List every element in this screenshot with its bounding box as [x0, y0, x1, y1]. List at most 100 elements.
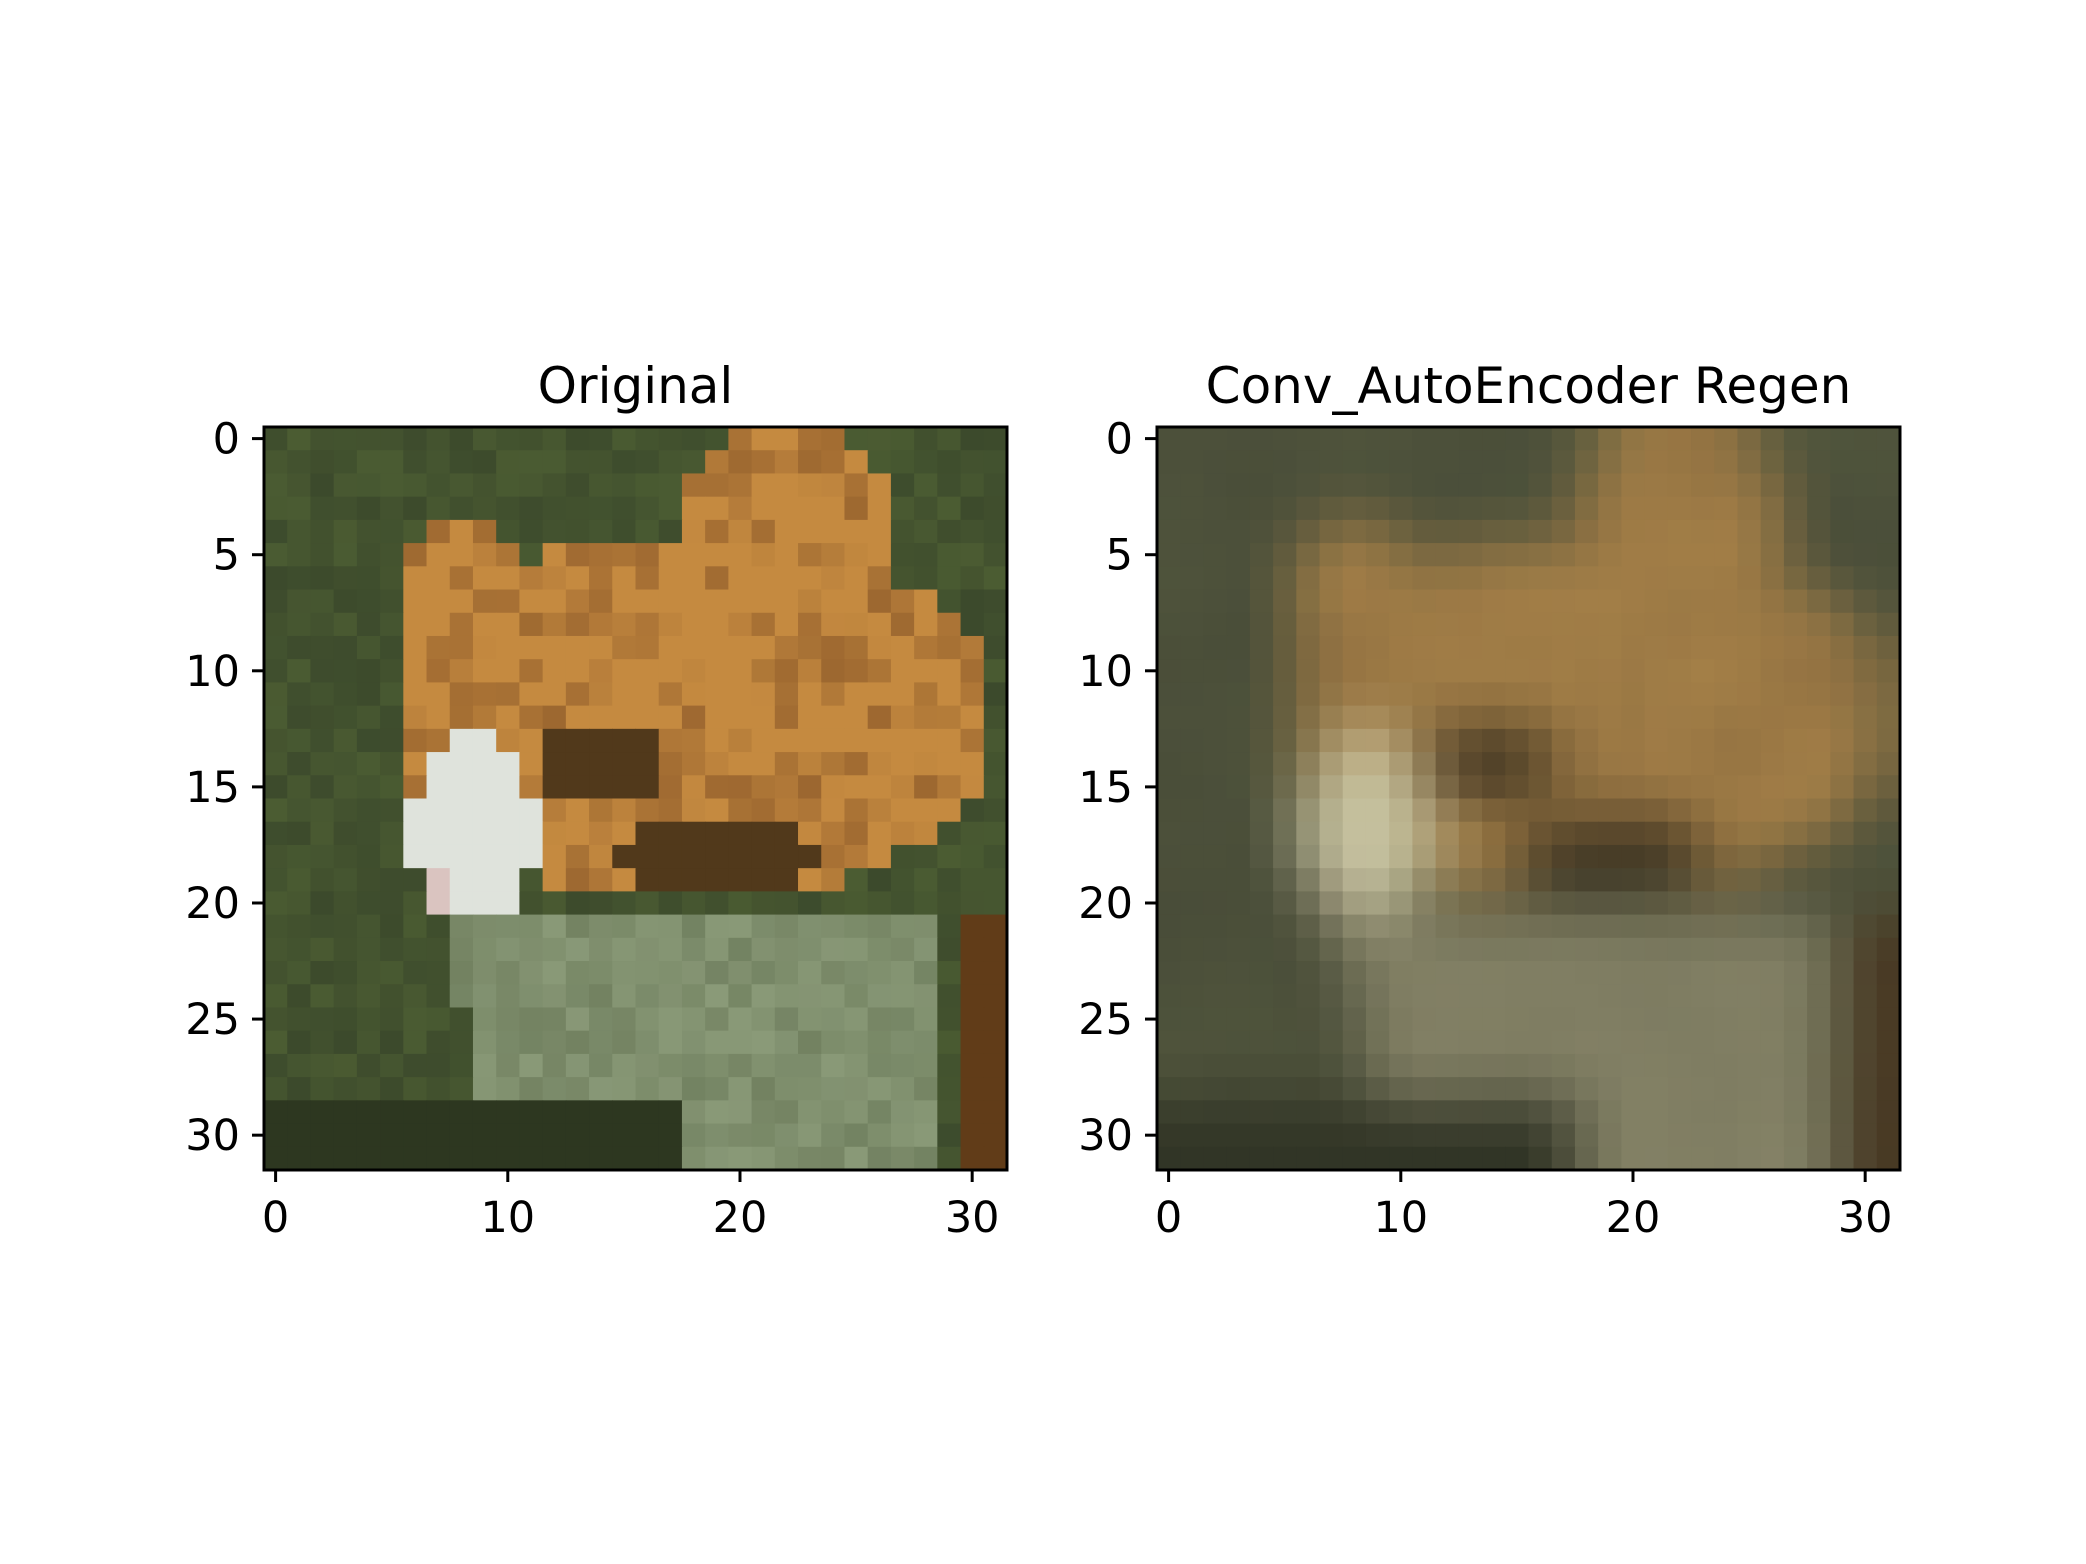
image-pixel: [426, 752, 451, 776]
axes-frame: [262, 425, 1009, 1172]
image-pixel: [774, 496, 799, 521]
image-pixel: [1574, 1030, 1599, 1055]
image-pixel: [449, 1007, 474, 1032]
image-pixel: [1249, 984, 1274, 1009]
image-pixel: [1807, 1053, 1831, 1078]
image-pixel: [844, 984, 869, 1009]
image-pixel: [844, 798, 869, 823]
image-pixel: [1760, 937, 1785, 962]
image-pixel: [960, 1007, 985, 1032]
image-pixel: [1435, 566, 1460, 591]
image-pixel: [519, 1053, 544, 1078]
image-pixel: [1737, 844, 1762, 869]
image-pixel: [1807, 635, 1831, 660]
image-pixel: [1853, 937, 1878, 962]
image-pixel: [1621, 844, 1646, 869]
image-pixel: [658, 752, 683, 776]
image-pixel: [426, 798, 451, 823]
image-pixel: [1807, 612, 1831, 637]
image-pixel: [1319, 914, 1344, 939]
image-pixel: [937, 1007, 962, 1032]
y-tick-label: 25: [185, 995, 240, 1045]
image-pixel: [1598, 473, 1622, 498]
image-pixel: [1203, 496, 1228, 521]
image-pixel: [798, 961, 822, 985]
image-pixel: [565, 844, 590, 869]
image-pixel: [1737, 612, 1762, 637]
image-pixel: [333, 984, 358, 1009]
image-pixel: [380, 705, 404, 730]
image-pixel: [449, 705, 474, 730]
image-pixel: [472, 1146, 497, 1171]
image-pixel: [937, 844, 962, 869]
image-pixel: [1644, 450, 1669, 475]
image-pixel: [1853, 473, 1878, 498]
image-pixel: [960, 844, 985, 869]
image-pixel: [1342, 891, 1367, 916]
image-pixel: [867, 1146, 892, 1171]
image-pixel: [1853, 1123, 1878, 1148]
image-pixel: [681, 1030, 706, 1055]
image-pixel: [1783, 961, 1808, 985]
image-pixel: [1760, 844, 1785, 869]
image-pixel: [890, 984, 915, 1009]
image-pixel: [1458, 612, 1483, 637]
image-pixel: [1807, 682, 1831, 707]
image-pixel: [1342, 868, 1367, 892]
image-pixel: [798, 914, 822, 939]
image-pixel: [1482, 821, 1506, 846]
image-pixel: [1644, 961, 1669, 985]
image-pixel: [658, 1007, 683, 1032]
image-pixel: [960, 914, 985, 939]
image-pixel: [1574, 473, 1599, 498]
image-pixel: [264, 1100, 288, 1125]
image-pixel: [287, 984, 312, 1009]
image-pixel: [449, 937, 474, 962]
image-pixel: [937, 961, 962, 985]
image-pixel: [1273, 728, 1297, 753]
image-pixel: [1342, 473, 1367, 498]
image-pixel: [1644, 752, 1669, 776]
image-pixel: [264, 659, 288, 684]
image-pixel: [1249, 705, 1274, 730]
image-pixel: [1296, 728, 1321, 753]
image-pixel: [890, 798, 915, 823]
image-pixel: [449, 984, 474, 1009]
image-pixel: [1249, 1030, 1274, 1055]
image-pixel: [751, 868, 776, 892]
image-pixel: [937, 519, 962, 544]
image-pixel: [1412, 566, 1437, 591]
image-pixel: [1528, 937, 1553, 962]
image-pixel: [426, 1030, 451, 1055]
image-pixel: [774, 635, 799, 660]
image-pixel: [1528, 798, 1553, 823]
image-pixel: [844, 775, 869, 800]
image-pixel: [333, 612, 358, 637]
image-pixel: [565, 566, 590, 591]
image-pixel: [1528, 705, 1553, 730]
image-pixel: [519, 1030, 544, 1055]
image-pixel: [937, 728, 962, 753]
image-pixel: [496, 728, 521, 753]
image-pixel: [1598, 1146, 1622, 1171]
image-pixel: [1342, 543, 1367, 567]
image-pixel: [960, 1030, 985, 1055]
image-pixel: [1807, 961, 1831, 985]
image-pixel: [1691, 821, 1715, 846]
image-pixel: [1760, 1146, 1785, 1171]
image-pixel: [356, 682, 381, 707]
image-pixel: [333, 1100, 358, 1125]
image-pixel: [1412, 961, 1437, 985]
image-pixel: [1365, 1053, 1390, 1078]
image-pixel: [1598, 798, 1622, 823]
image-pixel: [1505, 775, 1530, 800]
image-pixel: [751, 1030, 776, 1055]
image-pixel: [1691, 844, 1715, 869]
image-pixel: [1412, 589, 1437, 614]
image-pixel: [844, 891, 869, 916]
image-pixel: [798, 937, 822, 962]
image-pixel: [1528, 635, 1553, 660]
image-pixel: [380, 844, 404, 869]
image-pixel: [867, 543, 892, 567]
image-pixel: [1783, 566, 1808, 591]
